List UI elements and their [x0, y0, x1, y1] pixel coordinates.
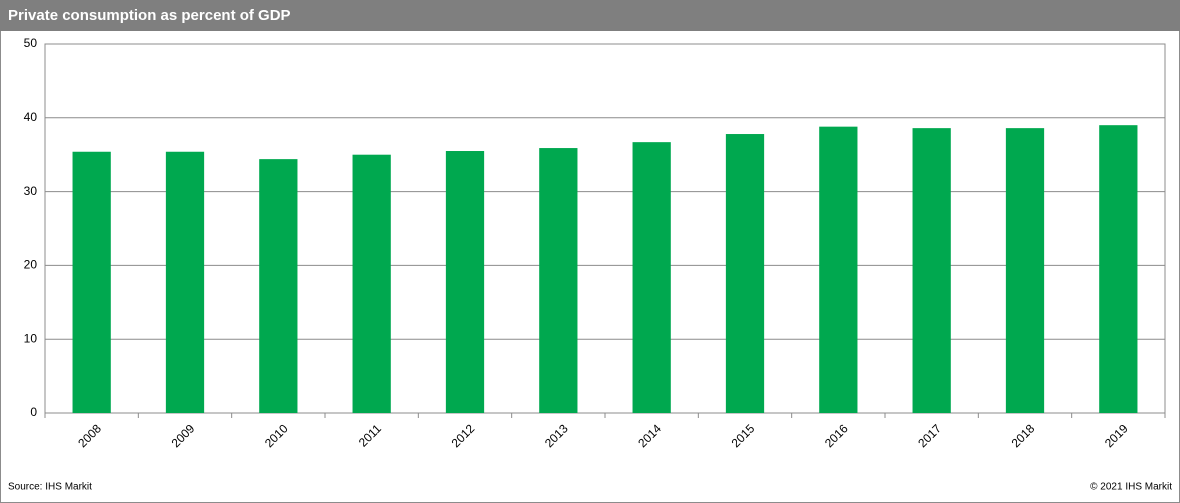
bar — [819, 126, 858, 413]
y-tick-label: 20 — [24, 258, 38, 272]
bar — [632, 142, 671, 414]
bar — [352, 154, 391, 413]
bar — [912, 128, 951, 413]
title-bar — [0, 0, 1180, 31]
y-tick-label: 40 — [24, 110, 38, 124]
y-tick-label: 30 — [24, 184, 38, 198]
copyright: © 2021 IHS Markit — [1090, 482, 1172, 493]
y-tick-label: 50 — [24, 36, 38, 50]
bar — [1099, 125, 1138, 414]
bar — [259, 159, 298, 413]
chart-title: Private consumption as percent of GDP — [8, 7, 291, 24]
bar — [539, 148, 578, 414]
source: Source: IHS Markit — [8, 482, 92, 493]
bar — [445, 151, 485, 413]
y-tick-label: 10 — [24, 331, 38, 345]
bar — [1005, 128, 1045, 413]
bar — [72, 151, 111, 414]
bar — [165, 151, 205, 414]
bar — [725, 134, 765, 413]
y-tick-label: 0 — [30, 405, 37, 419]
